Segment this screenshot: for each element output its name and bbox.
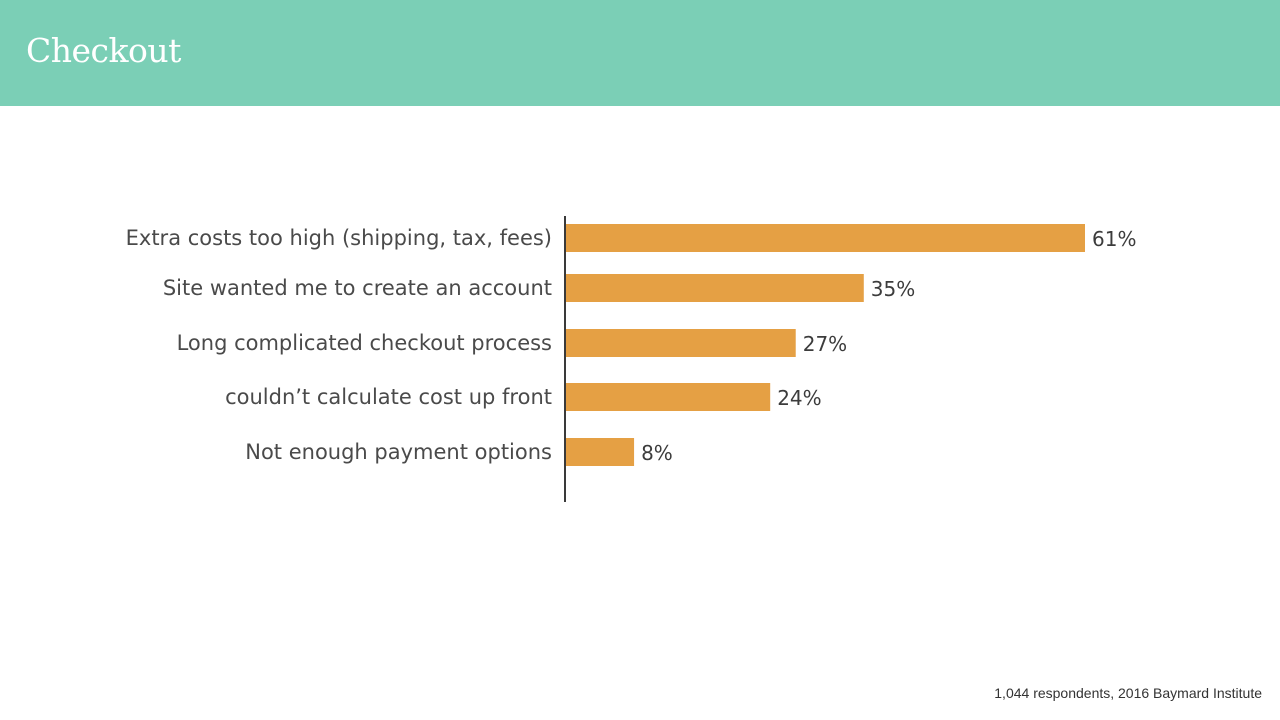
bar (566, 274, 864, 302)
bar (566, 438, 635, 466)
bar (566, 383, 771, 411)
value-label: 27% (803, 332, 847, 356)
header-bar: Checkout (0, 0, 1280, 106)
category-label: Long complicated checkout process (177, 331, 552, 355)
value-label: 35% (871, 277, 915, 301)
bar (566, 329, 796, 357)
value-label: 24% (777, 386, 821, 410)
page-title: Checkout (26, 31, 181, 70)
category-label: couldn’t calculate cost up front (225, 385, 552, 409)
category-label: Site wanted me to create an account (163, 276, 552, 300)
source-footnote: 1,044 respondents, 2016 Baymard Institut… (994, 685, 1262, 701)
category-label: Extra costs too high (shipping, tax, fee… (126, 226, 552, 250)
category-label: Not enough payment options (245, 440, 552, 464)
bar (566, 224, 1085, 252)
value-label: 61% (1092, 227, 1136, 251)
value-label: 8% (641, 441, 673, 465)
